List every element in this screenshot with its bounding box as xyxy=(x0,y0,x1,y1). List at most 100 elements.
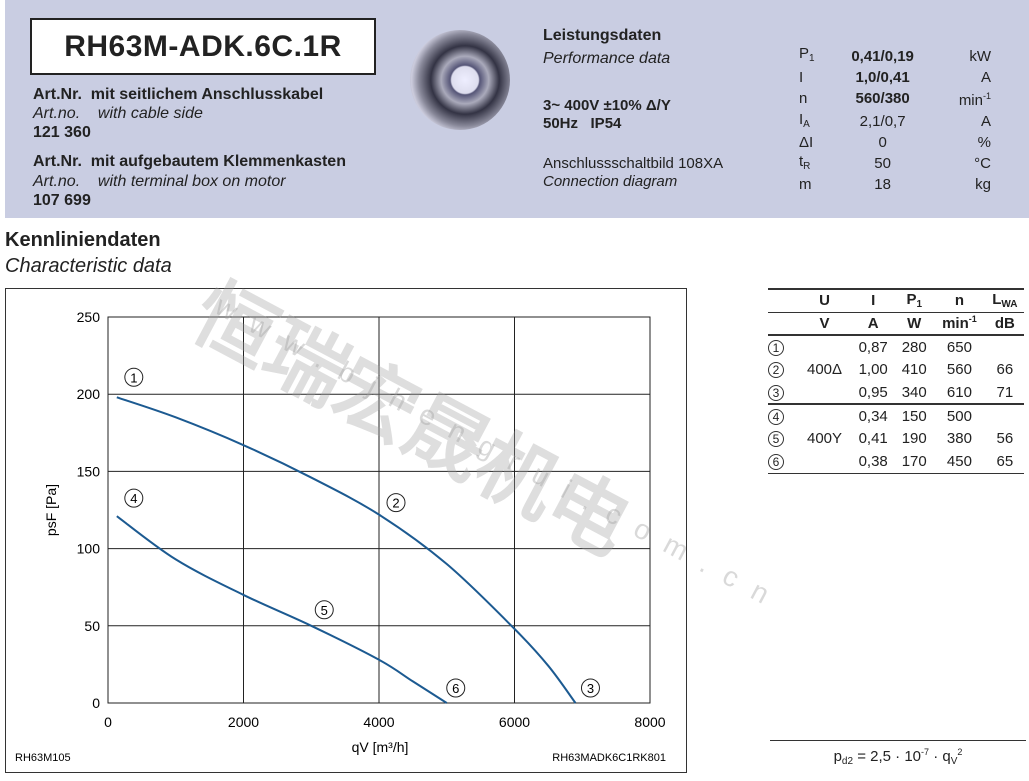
table-row: 4 0,34 150 500 xyxy=(768,403,1024,427)
cell-current: 0,87 xyxy=(858,338,888,356)
cell-point: 3 xyxy=(768,381,798,404)
unit-p: W xyxy=(895,312,934,336)
perf-row: tR 50 °C xyxy=(795,153,995,177)
cell-point: 2 xyxy=(768,358,798,381)
dynamic-pressure-formula: pd2 = 2,5 · 10-7 · qV2 xyxy=(770,740,1026,767)
section-title-en: Characteristic data xyxy=(5,255,172,277)
chart-frame xyxy=(5,288,687,773)
cell-current: 1,00 xyxy=(858,361,888,378)
art2-label-en-text: Art.no. xyxy=(33,173,81,190)
cell-voltage xyxy=(798,335,851,358)
chart-footer-left: RH63M105 xyxy=(15,752,71,764)
diagram-de: Anschlussschaltbild 108XA xyxy=(543,155,724,172)
table-row: 1 0,87 280 650 xyxy=(768,335,1024,358)
cell-speed: 450 xyxy=(933,450,986,474)
perf-row: m 18 kg xyxy=(795,176,995,195)
cell-voltage: 400Δ xyxy=(807,361,843,378)
unit-u: V xyxy=(798,312,852,336)
point-marker xyxy=(386,493,406,513)
th-lwa: LWA xyxy=(985,288,1024,313)
th-p: P1 xyxy=(895,288,934,313)
point-label: 2 xyxy=(392,496,399,511)
cell-sound: 65 xyxy=(985,450,1024,474)
table-row: 5 400Y 0,41 190 380 56 xyxy=(768,427,1024,450)
point-label: 4 xyxy=(130,491,137,506)
art2-label: Art.Nr. mit aufgebautem Klemmenkasten xyxy=(33,153,346,171)
perf-symbol: I xyxy=(799,68,804,86)
cell-current: 0,34 xyxy=(851,403,896,427)
cell-power: 340 xyxy=(901,383,927,401)
perf-row: ΔI 0% xyxy=(795,134,995,153)
point-label: 1 xyxy=(130,370,137,385)
cell-sound: 71 xyxy=(996,383,1014,401)
curve-series-2 xyxy=(116,515,448,704)
characteristic-chart: 0 2000 4000 6000 8000 0 50 100 150 200 250 qV [m³/h… xyxy=(15,309,666,764)
x-tick-label: 8000 xyxy=(634,714,665,730)
cell-power: 150 xyxy=(895,403,934,427)
y-tick-label: 50 xyxy=(84,618,100,634)
point-marker xyxy=(124,367,144,387)
perf-unit: % xyxy=(977,134,991,151)
y-tick-label: 100 xyxy=(77,541,101,557)
y-tick-label: 200 xyxy=(77,386,101,402)
cell-voltage xyxy=(798,450,852,474)
art2-desc-en: with terminal box on motor xyxy=(97,173,286,190)
art1-label-en-text: Art.no. xyxy=(33,105,81,122)
cell-speed: 380 xyxy=(946,430,972,447)
y-tick-label: 0 xyxy=(92,695,100,711)
art1-label-de: Art.Nr. xyxy=(33,86,82,103)
art1-desc-en: with cable side xyxy=(97,105,203,122)
art1-label-en: Art.no. with cable side xyxy=(33,105,203,123)
perf-value: 560/380 xyxy=(855,89,910,107)
art1-number: 121 360 xyxy=(33,124,91,141)
point-label: 5 xyxy=(321,603,328,618)
perf-symbol: n xyxy=(799,89,808,107)
cell-point: 6 xyxy=(768,450,798,474)
perf-value: 1,0/0,41 xyxy=(855,68,910,86)
perf-symbol: tR xyxy=(799,152,811,172)
voltage: 3~ 400V ±10% Δ/Y xyxy=(543,97,671,114)
x-axis-label: qV [m³/h] xyxy=(352,739,409,755)
perf-value: 0 xyxy=(878,134,887,151)
perf-symbol: P1 xyxy=(799,45,815,64)
cell-voltage xyxy=(798,403,852,427)
y-tick-label: 250 xyxy=(77,309,101,325)
perf-value: 50 xyxy=(874,155,891,172)
section-title-de: Kennliniendaten xyxy=(5,229,161,251)
perf-row: IA 2,1/0,7 A xyxy=(795,111,995,135)
cell-power: 190 xyxy=(901,430,927,447)
diagram-en: Connection diagram xyxy=(543,173,678,190)
perf-title-en: Performance data xyxy=(543,50,671,67)
y-axis-label: psF [Pa] xyxy=(43,484,59,536)
perf-symbol: m xyxy=(799,176,812,193)
point-label: 6 xyxy=(452,681,459,696)
th-n: n xyxy=(933,288,986,313)
cell-power: 170 xyxy=(895,450,934,474)
cell-power: 410 xyxy=(901,361,927,378)
art1-desc-de: mit seitlichem Anschlusskabel xyxy=(90,86,324,103)
perf-unit: min-1 xyxy=(958,91,991,109)
fan-image xyxy=(410,30,510,130)
frequency: 50Hz IP54 xyxy=(543,115,622,132)
x-tick-label: 0 xyxy=(104,714,112,730)
perf-unit: kg xyxy=(975,176,991,193)
cell-speed: 610 xyxy=(946,383,972,401)
perf-unit: °C xyxy=(974,155,991,172)
perf-unit: kW xyxy=(969,47,991,65)
th-i: I xyxy=(851,288,896,313)
cell-speed: 650 xyxy=(946,338,972,356)
table-row: 2 400Δ 1,00 410 560 66 xyxy=(768,358,1024,381)
perf-value: 2,1/0,7 xyxy=(859,113,906,130)
cell-current: 0,38 xyxy=(851,450,896,474)
perf-title-de: Leistungsdaten xyxy=(543,27,662,44)
perf-symbol: ΔI xyxy=(799,134,814,151)
perf-row: n 560/380 min-1 xyxy=(795,87,995,111)
cell-sound: 56 xyxy=(996,430,1014,447)
perf-unit: A xyxy=(980,113,991,130)
point-marker xyxy=(124,488,144,508)
x-tick-label: 4000 xyxy=(363,714,394,730)
art1-label: Art.Nr. mit seitlichem Anschlusskabel xyxy=(33,86,323,104)
cell-speed: 500 xyxy=(933,403,986,427)
